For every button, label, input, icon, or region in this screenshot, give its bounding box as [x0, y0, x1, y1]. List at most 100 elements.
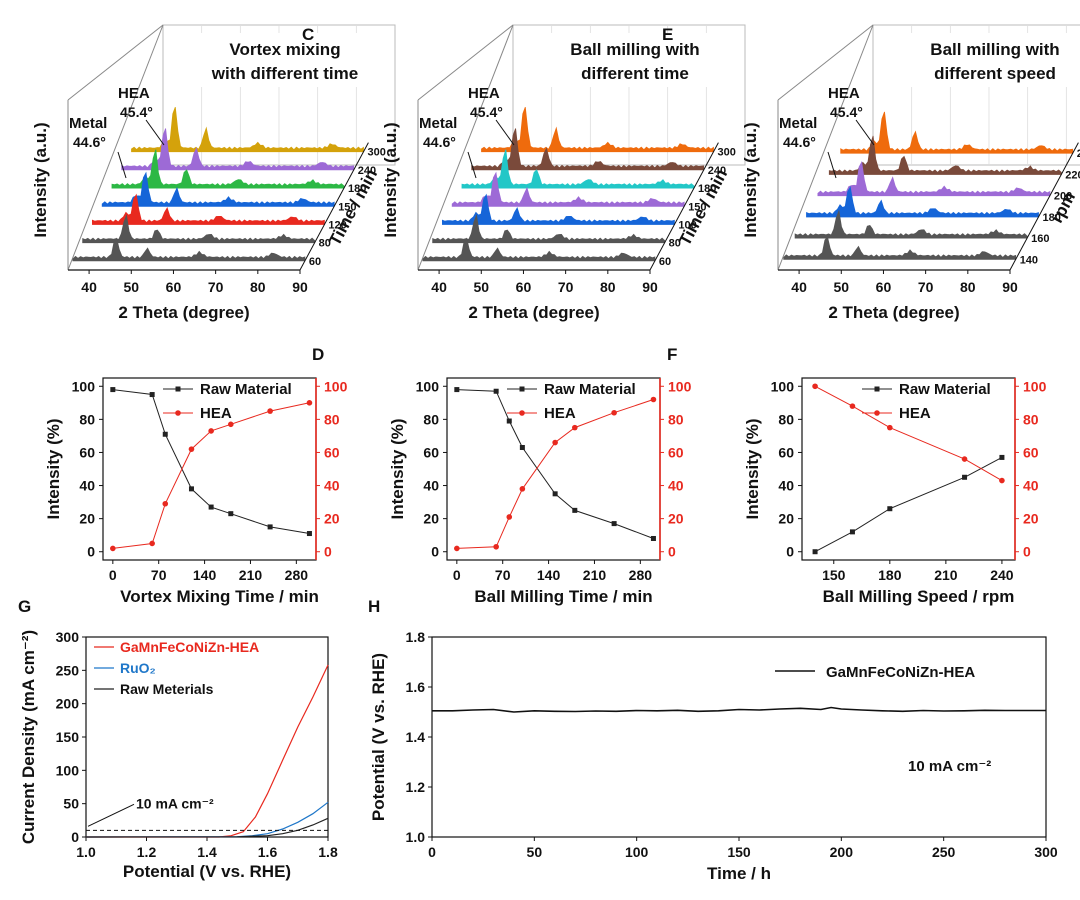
data-point — [454, 545, 460, 552]
x-tick-label: 150 — [727, 844, 751, 860]
y2-tick-label: 20 — [668, 511, 684, 527]
x-tick-label: 70 — [495, 567, 511, 583]
data-point — [999, 454, 1005, 460]
x-axis-title: Time / h — [707, 864, 771, 883]
intensity-panels: B002020404060608080100100070140210280Vor… — [44, 345, 1047, 606]
x-tick-label: 1.6 — [258, 844, 278, 860]
chart-title: different speed — [934, 64, 1056, 83]
y-tick-label: 1.8 — [406, 629, 426, 645]
y-tick-label: 100 — [416, 378, 440, 394]
metal-value: 44.6° — [73, 134, 106, 150]
intensity-panel-B: B002020404060608080100100070140210280Vor… — [44, 377, 348, 606]
depth-front-axis — [299, 142, 369, 271]
y-tick-label: 1.6 — [406, 679, 426, 695]
x-axis-title: 2 Theta (degree) — [828, 303, 959, 322]
data-point — [493, 388, 499, 394]
hea-value: 45.4° — [120, 104, 153, 120]
series-label: 240 — [358, 165, 376, 177]
series-line — [456, 399, 654, 549]
x-tick-label: 70 — [208, 279, 224, 295]
series-label: 140 — [1020, 254, 1038, 266]
y-tick-label: 1.4 — [406, 729, 426, 745]
xrd-pattern — [121, 128, 355, 171]
legend-label: HEA — [200, 405, 232, 422]
xrd-pattern — [461, 149, 695, 189]
data-point — [812, 549, 818, 555]
series-line — [112, 402, 310, 549]
y2-tick-label: 0 — [1023, 544, 1031, 560]
y2-tick-label: 20 — [1023, 511, 1039, 527]
y-axis-title: Intensity (a.u.) — [741, 122, 760, 237]
series-line — [814, 385, 1003, 482]
x-tick-label: 0 — [453, 567, 461, 583]
x-tick-label: 40 — [431, 279, 447, 295]
metal-arrow — [117, 151, 127, 179]
y-tick-label: 0 — [786, 544, 794, 560]
y2-tick-label: 0 — [324, 544, 332, 560]
xrd-pattern — [441, 193, 675, 225]
y2-tick-label: 80 — [324, 411, 340, 427]
y-tick-label: 60 — [79, 444, 95, 460]
data-point — [110, 545, 116, 552]
series-label: 150 — [338, 201, 356, 213]
panel-letter: G — [18, 597, 31, 616]
x-axis-title: Ball Milling Time / min — [474, 587, 652, 606]
y2-tick-label: 80 — [668, 411, 684, 427]
series-line — [456, 389, 654, 539]
x-tick-label: 50 — [833, 279, 849, 295]
legend-label: Raw Material — [200, 381, 292, 398]
intensity-panel-F: F 0 0 20 20 40 40 60 60 80 80 100 100 150 180 210 240 Bal… — [667, 345, 1047, 606]
y2-tick-label: 40 — [1023, 478, 1039, 494]
data-point — [812, 383, 818, 390]
x-tick-label: 0 — [109, 567, 117, 583]
series-line — [432, 706, 1046, 713]
data-point — [506, 418, 512, 424]
chart-title: Ball milling with — [570, 40, 699, 59]
x-tick-label: 50 — [527, 844, 543, 860]
x-tick-label: 1.4 — [197, 844, 217, 860]
data-point — [149, 540, 155, 547]
legend-marker — [175, 410, 181, 416]
xrd-pattern — [481, 107, 714, 153]
y-axis-title: Intensity (%) — [44, 418, 63, 519]
legend-label: Raw Meterials — [120, 681, 214, 697]
data-point — [650, 396, 657, 403]
x-tick-label: 70 — [918, 279, 934, 295]
data-point — [162, 431, 168, 437]
x-tick-label: 60 — [166, 279, 182, 295]
x-tick-label: 90 — [292, 279, 308, 295]
top-edge — [67, 24, 164, 101]
title-bg — [171, 33, 393, 87]
chart-title: Vortex mixing — [229, 40, 340, 59]
xrd-pattern — [422, 237, 656, 262]
y2-tick-label: 60 — [668, 444, 684, 460]
data-point — [962, 474, 968, 480]
y-tick-label: 250 — [56, 662, 80, 678]
xrd-pattern — [91, 193, 325, 225]
title-bg — [521, 33, 743, 87]
data-point — [887, 506, 893, 512]
current-annotation: 10 mA cm⁻² — [908, 758, 991, 775]
data-point — [611, 409, 617, 416]
series-label: 80 — [319, 238, 331, 250]
y-tick-label: 40 — [79, 478, 95, 494]
x-tick-label: 90 — [1002, 279, 1018, 295]
y-tick-label: 1.0 — [406, 829, 426, 845]
legend-label: RuO₂ — [120, 660, 156, 676]
depth-axis — [417, 24, 514, 271]
xrd-pattern — [817, 160, 1051, 197]
metal-label: Metal — [419, 115, 457, 132]
series-label: 150 — [688, 201, 706, 213]
stability-panel: H 1.0 1.2 1.4 1.6 1.8 0 50 100 150 200 250 300 Time /… — [368, 597, 1058, 883]
data-point — [552, 439, 558, 446]
data-point — [267, 408, 273, 414]
data-point — [849, 529, 855, 535]
data-point — [519, 444, 525, 450]
depth-front-axis — [1009, 142, 1079, 271]
legend-label: Raw Material — [544, 381, 636, 398]
series-label: 180 — [348, 183, 366, 195]
x-tick-label: 70 — [558, 279, 574, 295]
hea-arrow — [145, 119, 165, 146]
series-label: 300 — [718, 147, 736, 159]
xrd-pattern — [451, 171, 685, 207]
